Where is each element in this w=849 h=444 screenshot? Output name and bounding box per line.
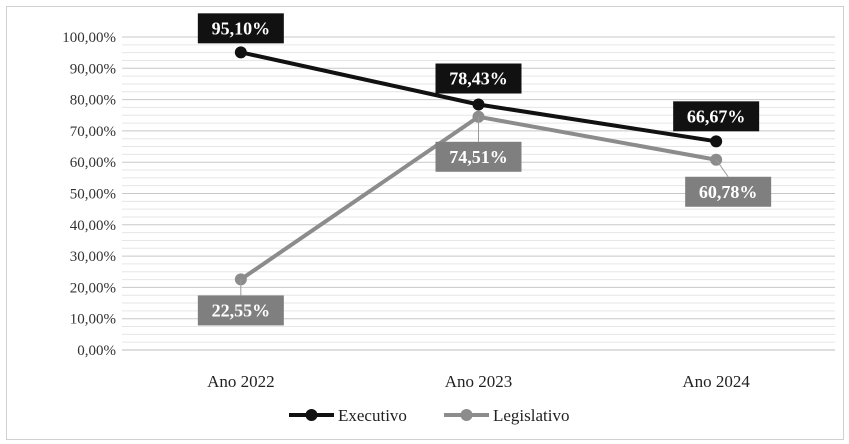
axes: 0,00% 10,00% 20,00% 30,00% 40,00% 50,00% 60,00… <box>62 30 835 391</box>
y-tick-label: 80,00% <box>70 93 116 109</box>
data-point-executivo <box>472 98 485 111</box>
legend-marker-executivo <box>305 409 318 421</box>
legend-label-legislativo: Legislativo <box>493 406 569 425</box>
y-tick-label: 10,00% <box>70 312 116 328</box>
data-label-box <box>435 141 522 172</box>
data-label: 74,51% <box>449 147 508 167</box>
data-label: 78,43% <box>449 69 508 89</box>
data-label-box <box>197 295 284 326</box>
y-tick-label: 60,00% <box>70 155 116 171</box>
data-label: 60,78% <box>699 182 758 202</box>
data-label-box <box>673 101 760 132</box>
y-tick-label: 50,00% <box>70 187 116 203</box>
legend-marker-legislativo <box>460 409 473 421</box>
x-category-label: Ano 2023 <box>445 372 513 391</box>
data-label: 66,67% <box>687 106 746 126</box>
data-label-box <box>435 63 522 94</box>
y-tick-label: 70,00% <box>70 124 116 140</box>
y-tick-label: 0,00% <box>77 343 116 359</box>
y-tick-label: 20,00% <box>70 280 116 296</box>
data-label: 95,10% <box>212 18 271 38</box>
data-label: 22,55% <box>212 300 271 320</box>
y-tick-label: 40,00% <box>70 218 116 234</box>
line-chart: 0,00% 10,00% 20,00% 30,00% 40,00% 50,00% 60,00… <box>62 13 835 425</box>
data-label-box <box>685 176 772 207</box>
chart-frame: 0,00% 10,00% 20,00% 30,00% 40,00% 50,00% 60,00… <box>6 6 844 440</box>
legend: Executivo Legislativo <box>289 406 569 425</box>
x-category-label: Ano 2024 <box>682 372 750 391</box>
y-tick-label: 30,00% <box>70 249 116 265</box>
y-tick-label: 100,00% <box>62 30 116 46</box>
data-point-executivo <box>234 46 247 59</box>
data-point-executivo <box>710 135 723 148</box>
x-category-label: Ano 2022 <box>207 372 275 391</box>
data-label-box <box>197 13 284 44</box>
data-labels: 95,10% 78,43% 66,67% 22,55% 74,51% 60,78% <box>197 13 772 326</box>
data-label-leader <box>715 159 729 178</box>
y-tick-label: 90,00% <box>70 61 116 77</box>
legend-label-executivo: Executivo <box>338 406 407 425</box>
